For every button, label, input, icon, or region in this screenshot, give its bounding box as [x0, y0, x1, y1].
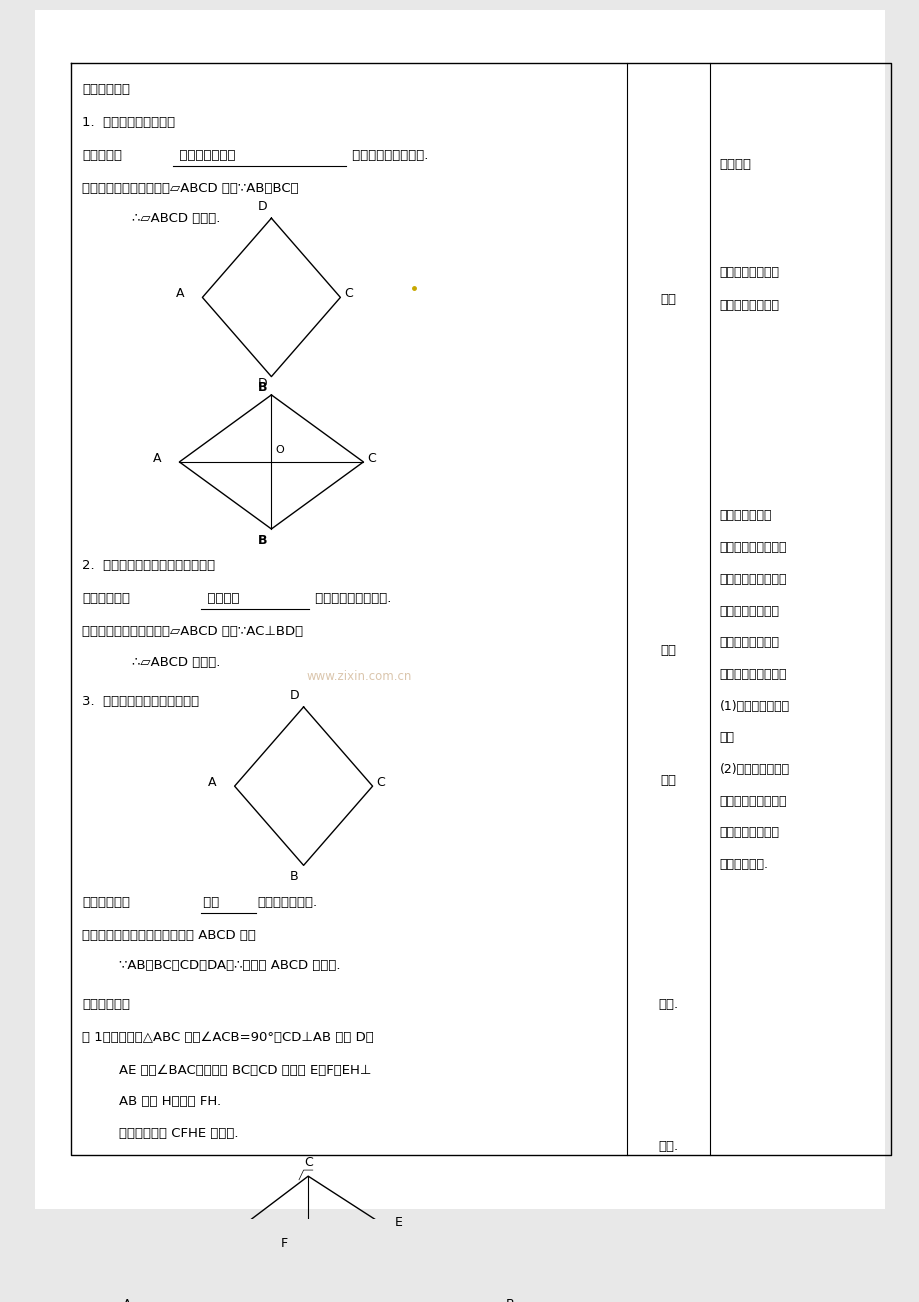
Text: A: A — [153, 452, 161, 465]
Text: AB 于点 H，连接 FH.: AB 于点 H，连接 FH. — [119, 1095, 221, 1108]
Text: 知邻边相等要证明: 知邻边相等要证明 — [719, 604, 778, 617]
Text: www.zixin.com.cn: www.zixin.com.cn — [306, 671, 411, 684]
Text: 3.  从边的数量关系判定菱形。: 3. 从边的数量关系判定菱形。 — [82, 695, 199, 708]
Text: D: D — [257, 378, 267, 391]
Text: B: B — [289, 870, 299, 883]
Text: 四边形，再利用邻边: 四边形，再利用邻边 — [719, 794, 786, 807]
Text: 有一组邻边相等: 有一组邻边相等 — [171, 148, 244, 161]
Text: 是菱形，根据已知条: 是菱形，根据已知条 — [719, 542, 786, 555]
Text: 【复习巩固】: 【复习巩固】 — [82, 83, 130, 96]
Text: B: B — [257, 534, 267, 547]
Text: A: A — [208, 776, 216, 789]
Text: 符号语言：如图所示，在▱ABCD 中，∵AB＝BC，: 符号语言：如图所示，在▱ABCD 中，∵AB＝BC， — [82, 181, 298, 194]
Text: ∴▱ABCD 是菱形.: ∴▱ABCD 是菱形. — [132, 656, 221, 669]
Text: (2)先证明它是平行: (2)先证明它是平行 — [719, 763, 789, 776]
Text: 的平行四边形是菱形.: 的平行四边形是菱形. — [311, 592, 391, 605]
Text: F: F — [280, 1237, 288, 1250]
Text: AE 平分∠BAC，分别与 BC、CD 交于点 E，F，EH⊥: AE 平分∠BAC，分别与 BC、CD 交于点 E，F，EH⊥ — [119, 1064, 370, 1077]
Text: 一个四边形是菱形: 一个四边形是菱形 — [719, 637, 778, 650]
Text: ∴▱ABCD 是菱形.: ∴▱ABCD 是菱形. — [132, 212, 221, 225]
Text: 口述: 口述 — [660, 293, 676, 306]
Text: D: D — [257, 201, 267, 214]
Text: 例 1：如图，在△ABC 中，∠ACB=90°，CD⊥AB 于点 D，: 例 1：如图，在△ABC 中，∠ACB=90°，CD⊥AB 于点 D， — [82, 1031, 373, 1044]
Text: 定理：对角线: 定理：对角线 — [82, 592, 130, 605]
Text: 复习巩固: 复习巩固 — [719, 159, 751, 172]
Text: 等；: 等； — [719, 732, 733, 745]
Text: A: A — [122, 1298, 131, 1302]
Text: ∵AB＝BC＝CD＝DA，∴四边形 ABCD 是菱形.: ∵AB＝BC＝CD＝DA，∴四边形 ABCD 是菱形. — [119, 960, 340, 973]
Text: 符号语言：如图所示，在四边形 ABCD 中，: 符号语言：如图所示，在四边形 ABCD 中， — [82, 928, 255, 941]
Text: 记忆: 记忆 — [660, 643, 676, 656]
Text: 节课教学做铺垫。: 节课教学做铺垫。 — [719, 298, 778, 311]
Text: 时，有两条路可走：: 时，有两条路可走： — [719, 668, 786, 681]
Text: 相等的平行四边形: 相等的平行四边形 — [719, 827, 778, 840]
Text: 求证：四边形 CFHE 是菱形.: 求证：四边形 CFHE 是菱形. — [119, 1128, 238, 1141]
Text: 相等: 相等 — [199, 896, 223, 909]
Text: 的平行四边形是菱形.: 的平行四边形是菱形. — [347, 148, 427, 161]
Text: C: C — [344, 288, 353, 301]
Text: 互相垂直: 互相垂直 — [199, 592, 247, 605]
Text: O: O — [275, 445, 284, 454]
Text: B: B — [505, 1298, 514, 1302]
Text: C: C — [376, 776, 385, 789]
Text: 观察.: 观察. — [658, 1139, 678, 1152]
Text: A: A — [176, 288, 184, 301]
Text: 的四边形是菱形.: 的四边形是菱形. — [257, 896, 317, 909]
Text: 件来选择方法，当已: 件来选择方法，当已 — [719, 573, 786, 586]
Text: 记忆: 记忆 — [660, 773, 676, 786]
Text: 定理：四条边: 定理：四条边 — [82, 896, 130, 909]
Text: 是菱形来证明.: 是菱形来证明. — [719, 858, 767, 871]
Text: (1)证明四条边都相: (1)证明四条边都相 — [719, 699, 789, 712]
FancyBboxPatch shape — [35, 9, 884, 1210]
Text: 【应用举例】: 【应用举例】 — [82, 999, 130, 1012]
Text: 判定方法：: 判定方法： — [82, 148, 121, 161]
Text: 审题.: 审题. — [658, 999, 678, 1012]
Text: D: D — [289, 689, 299, 702]
Text: 符号语言：如图所示，在▱ABCD 中，∵AC⊥BD，: 符号语言：如图所示，在▱ABCD 中，∵AC⊥BD， — [82, 625, 302, 638]
Text: E: E — [394, 1216, 403, 1229]
Text: 2.  从对角线的位置关系判定菱形。: 2. 从对角线的位置关系判定菱形。 — [82, 560, 215, 573]
Text: 1.  根据定义判定菱形。: 1. 根据定义判定菱形。 — [82, 116, 175, 129]
Text: 判定一个四边形: 判定一个四边形 — [719, 509, 771, 522]
Text: B: B — [257, 381, 267, 395]
Text: C: C — [367, 452, 376, 465]
Text: C: C — [303, 1156, 312, 1169]
Text: 知识点回顾，为本: 知识点回顾，为本 — [719, 266, 778, 279]
